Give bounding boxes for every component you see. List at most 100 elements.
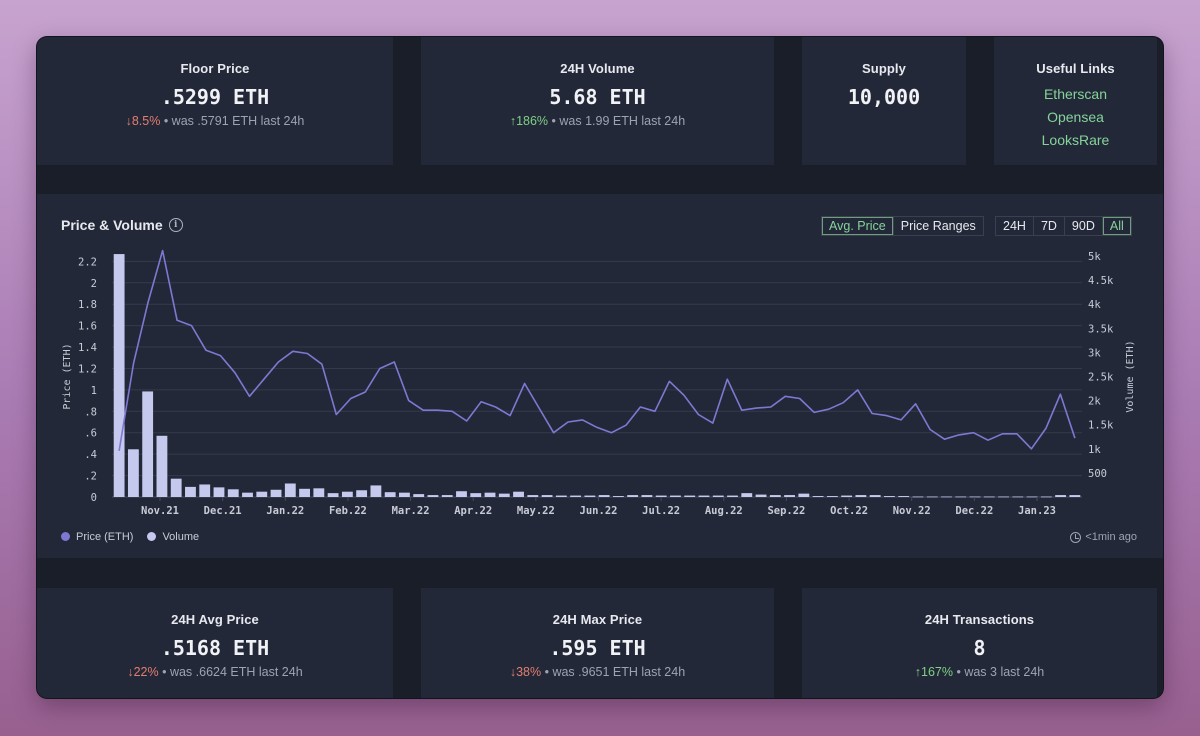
y-left-tick-label: 2 <box>91 278 97 290</box>
legend-price-swatch <box>61 532 70 541</box>
volume-bar <box>527 495 539 497</box>
legend-volume-swatch <box>147 532 157 541</box>
volume-bar <box>641 495 653 497</box>
max-price-change: ↓38% • was .9651 ETH last 24h <box>421 665 774 679</box>
volume-bar <box>541 495 553 497</box>
y-right-tick-label: 3k <box>1088 347 1101 359</box>
etherscan-link[interactable]: Etherscan <box>1043 86 1108 102</box>
floor-price-change-value: 8.5% <box>131 114 161 128</box>
x-tick-label: Sep.22 <box>767 505 805 517</box>
floor-price-value: .5299 ETH <box>160 85 270 109</box>
price-ranges-toggle[interactable]: Price Ranges <box>900 219 976 233</box>
range-7d-button[interactable]: 7D <box>1034 217 1065 235</box>
volume-bar <box>741 493 753 497</box>
supply-value: 10,000 <box>847 85 921 109</box>
volume-bar <box>299 488 310 497</box>
legend-volume[interactable]: Volume <box>147 531 199 543</box>
x-tick-label: Dec.22 <box>955 505 993 517</box>
range-90d-button[interactable]: 90D <box>1065 217 1103 235</box>
volume-bar <box>598 495 610 497</box>
volume-bar <box>399 492 410 497</box>
volume-bar <box>413 494 425 497</box>
y-left-tick-label: 2.2 <box>78 256 97 268</box>
volume-bar <box>584 495 596 497</box>
volume-bar <box>484 492 496 497</box>
grid-lines <box>112 260 1082 498</box>
price-line-group <box>118 249 1076 452</box>
volume-bar <box>712 495 724 497</box>
volume-bar <box>127 449 139 497</box>
y-left-tick-label: .4 <box>84 449 97 461</box>
volume-bar <box>213 487 225 497</box>
floor-price-label: Floor Price <box>180 61 250 76</box>
useful-links-card: Useful Links Etherscan Opensea LooksRare <box>994 37 1157 165</box>
arrow-down-icon: ↓ <box>125 114 132 128</box>
volume-bar <box>826 496 838 497</box>
opensea-link[interactable]: Opensea <box>1047 109 1104 125</box>
y-left-tick-label: 1.2 <box>78 363 97 375</box>
arrow-up-icon: ↑ <box>509 114 517 128</box>
volume-bar <box>670 495 681 497</box>
volume-24h-note: • was 1.99 ETH last 24h <box>551 114 686 128</box>
axes: 0 .2 .4 .6 .8 1 1.2 1.4 1.6 1.8 2 2.2 500 1k 1.5k 2k 2.5… <box>78 251 1114 517</box>
clock-icon <box>1070 531 1082 543</box>
volume-bar <box>955 496 967 498</box>
arrow-up-icon: ↑ <box>914 665 921 679</box>
looksrare-link[interactable]: LooksRare <box>1041 132 1110 148</box>
view-toggle: Avg. Price Price Ranges <box>821 216 984 236</box>
y-right-tick-label: 2k <box>1088 396 1101 408</box>
x-tick-label: Feb.22 <box>329 505 367 517</box>
max-price-value: .595 ETH <box>549 636 646 660</box>
volume-bar <box>998 496 1009 498</box>
x-tick-label: Jul.22 <box>642 505 680 517</box>
volume-bar <box>727 495 738 497</box>
chart-legend: Price (ETH) Volume <box>61 531 199 543</box>
supply-label: Supply <box>862 61 906 76</box>
volume-bar <box>1026 496 1038 498</box>
volume-bar <box>884 496 895 497</box>
volume-bar <box>1012 496 1024 498</box>
y-right-tick-label: 1k <box>1088 444 1101 456</box>
x-tick-label: Apr.22 <box>454 505 492 517</box>
avg-price-value: .5168 ETH <box>160 636 270 660</box>
avg-price-change: ↓22% • was .6624 ETH last 24h <box>37 665 393 679</box>
transactions-note: • was 3 last 24h <box>956 665 1045 679</box>
y-right-tick-label: 4.5k <box>1088 275 1114 287</box>
y-axis-right-label: Volume (ETH) <box>1125 340 1136 412</box>
range-24h-button[interactable]: 24H <box>996 217 1034 235</box>
volume-bar <box>912 496 924 498</box>
last-updated-text: <1min ago <box>1085 531 1137 543</box>
useful-links-label: Useful Links <box>1036 61 1115 76</box>
legend-price[interactable]: Price (ETH) <box>61 531 133 543</box>
y-right-tick-label: 500 <box>1088 468 1107 480</box>
y-right-tick-label: 1.5k <box>1088 420 1114 432</box>
volume-bar <box>113 254 125 497</box>
volume-bar <box>313 488 325 497</box>
volume-bar <box>869 495 881 497</box>
volume-bar <box>185 486 196 497</box>
avg-price-toggle[interactable]: Avg. Price <box>822 217 894 235</box>
volume-bar <box>570 495 582 497</box>
volume-bar <box>798 493 810 497</box>
volume-bar <box>812 496 824 497</box>
volume-bar <box>427 495 439 497</box>
chart-title-text: Price & Volume <box>61 217 163 233</box>
volume-bar <box>627 495 639 497</box>
volume-bar <box>199 484 211 497</box>
transactions-change: ↑167% • was 3 last 24h <box>802 665 1157 679</box>
range-all-button[interactable]: All <box>1103 217 1131 235</box>
range-selector: 24H 7D 90D All <box>995 216 1132 236</box>
volume-bar <box>855 495 867 497</box>
volume-bar <box>384 492 396 497</box>
volume-bar <box>370 485 382 497</box>
x-tick-label: Nov.22 <box>893 505 931 517</box>
price-volume-chart: 0 .2 .4 .6 .8 1 1.2 1.4 1.6 1.8 2 2.2 500 1k 1.5k 2k 2.5… <box>62 249 1136 517</box>
price-line <box>118 249 1076 452</box>
volume-bar <box>926 496 938 498</box>
volume-bar <box>356 490 368 497</box>
y-left-tick-label: 1 <box>91 385 97 397</box>
max-price-label: 24H Max Price <box>552 612 643 627</box>
x-tick-label: Oct.22 <box>830 505 868 517</box>
price-volume-panel: Price & Volume i Avg. Price Price Ranges… <box>37 194 1163 558</box>
info-icon[interactable]: i <box>168 218 183 232</box>
